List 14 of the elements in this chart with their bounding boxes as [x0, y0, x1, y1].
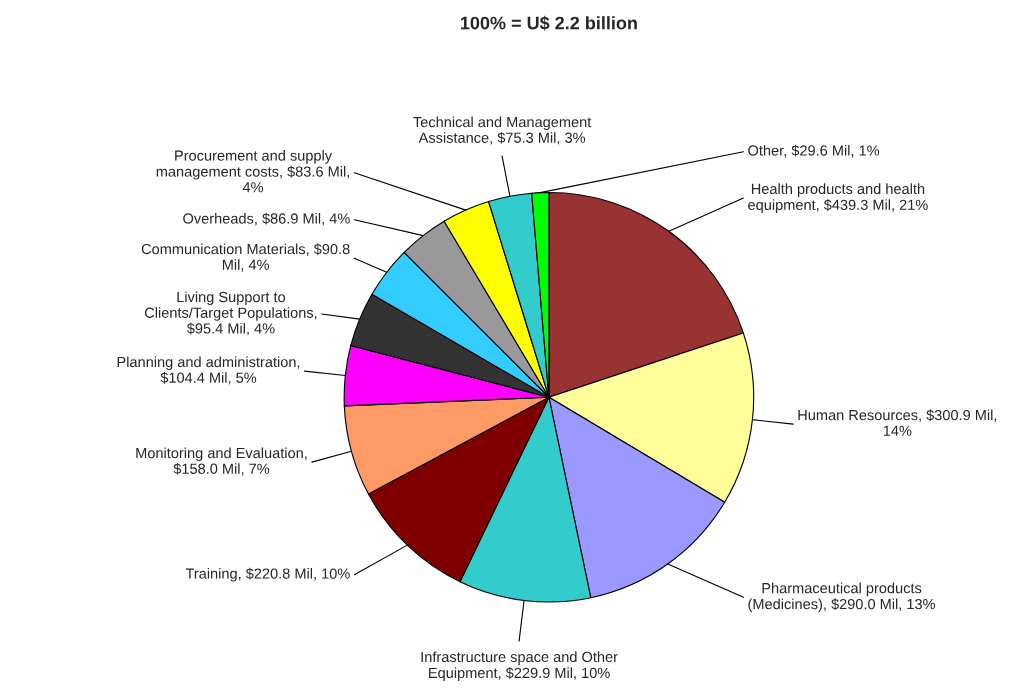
slice-label: Other, $29.6 Mil, 1%: [748, 144, 880, 158]
slice-label: Health products and health equipment, $439.3 Mil, 21%: [748, 183, 928, 213]
slice-label: Overheads, $86.9 Mil, 4%: [183, 212, 350, 226]
slice-label: Living Support to Clients/Target Populations, $95.4 Mil, 4%: [144, 291, 317, 336]
slice-label: Planning and administration, $104.4 Mil, 5%: [117, 356, 300, 385]
slice-label: Training, $220.8 Mil, 10%: [185, 567, 350, 582]
slice-label: Monitoring and Evaluation, $158.0 Mil, 7%: [136, 447, 307, 476]
slice-label: Technical and Management Assistance, $75.3 Mil, 3%: [413, 116, 592, 145]
slice-label: Infrastructure space and Other Equipment, $229.9 Mil, 10%: [421, 651, 618, 681]
chart-title: 100% = U$ 2.2 billion: [460, 15, 637, 31]
slice-label: Human Resources, $300.9 Mil, 14%: [798, 409, 997, 436]
slice-label: Communication Materials, $90.8 Mil, 4%: [141, 243, 350, 272]
slice-label: Procurement and supply management costs, $83.6 Mil, 4%: [156, 150, 349, 193]
slice-label: Pharmaceutical products (Medicines), $290.0 Mil, 13%: [748, 582, 936, 613]
